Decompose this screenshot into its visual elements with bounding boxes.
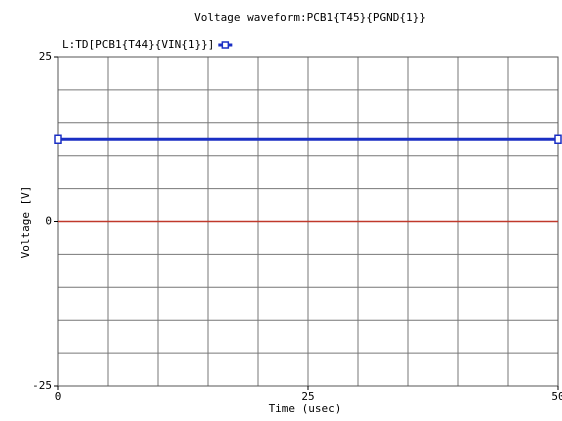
x-tick-label: 50 [551,390,562,403]
y-tick-label: 0 [45,215,52,228]
x-axis-label: Time (usec) [269,402,342,415]
legend-label: L:TD[PCB1{T44}{VIN{1}}] [62,38,214,51]
point-marker [54,134,62,144]
point-marker [554,134,562,144]
y-axis-label: Voltage [V] [19,186,32,259]
y-tick-label: -25 [32,379,52,392]
y-tick-label: 25 [39,50,52,63]
x-tick-label: 0 [55,390,62,403]
x-tick-label: 25 [301,390,314,403]
chart-title: Voltage waveform:PCB1{T45}{PGND{1}} [194,11,426,24]
legend-marker [221,41,230,49]
